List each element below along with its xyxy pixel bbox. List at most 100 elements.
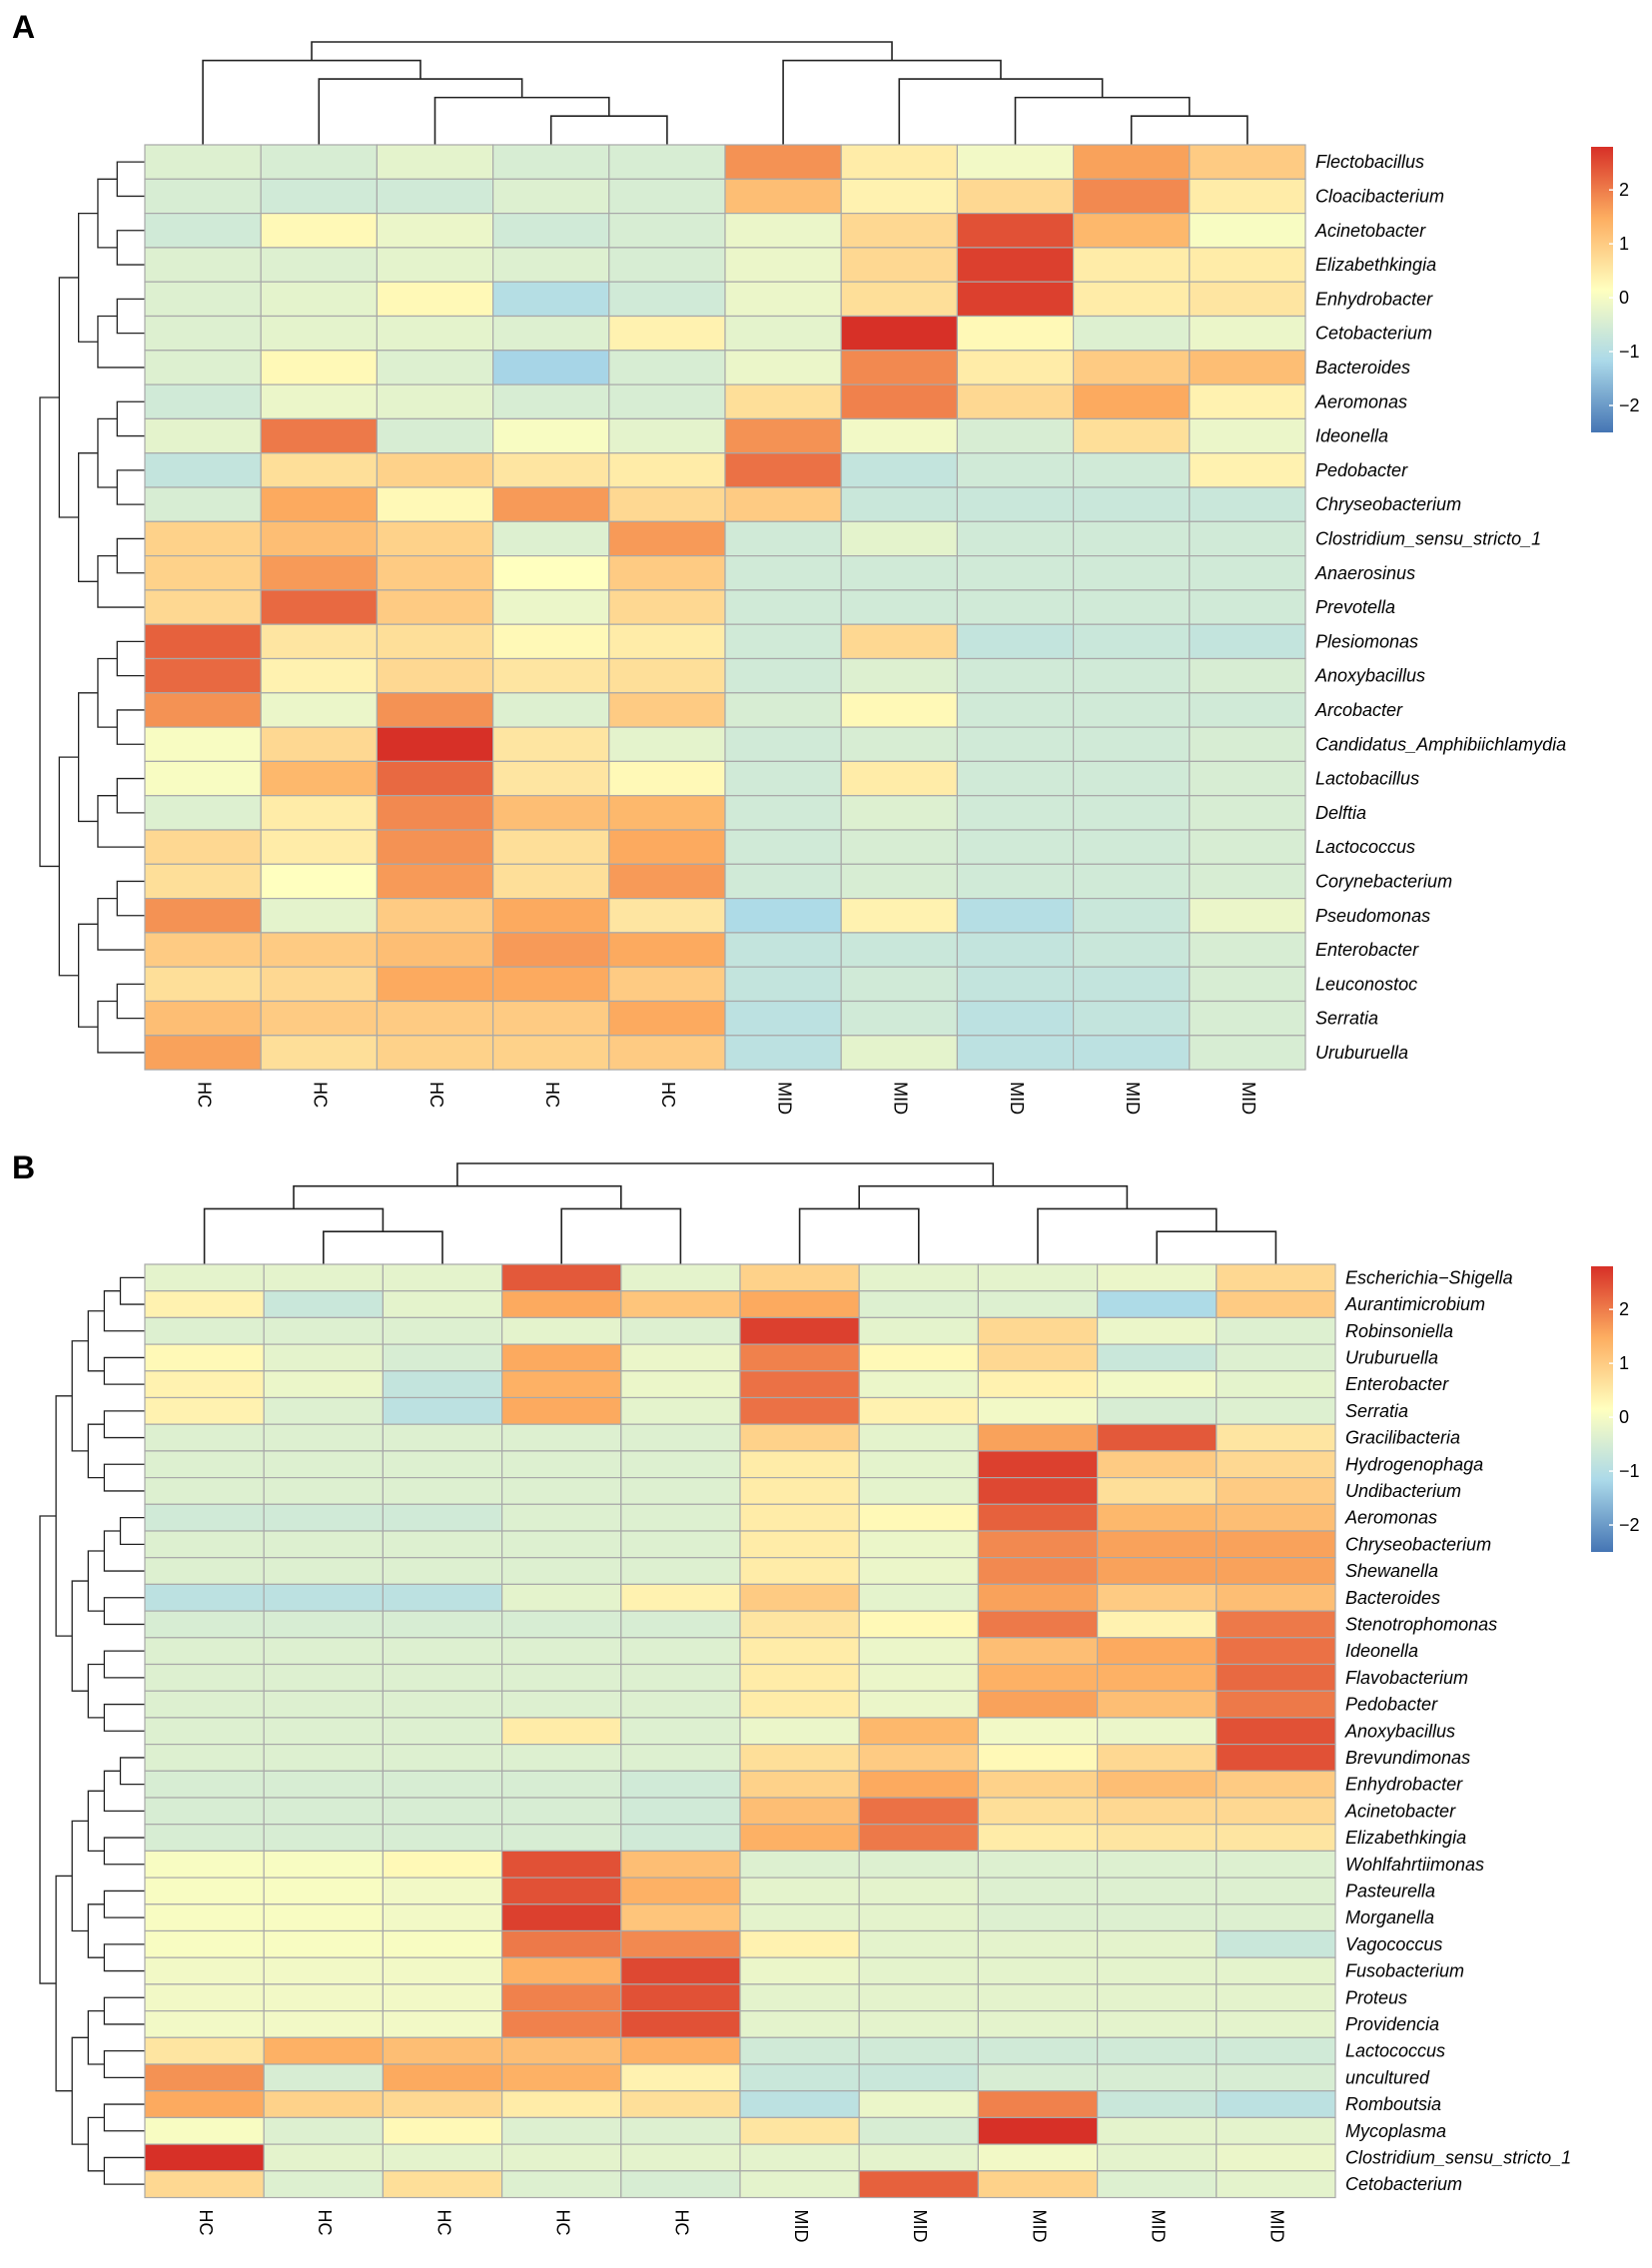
heatmap-cell bbox=[858, 2143, 980, 2172]
dendrogram-branch bbox=[549, 115, 668, 145]
heatmap-cell bbox=[840, 383, 959, 420]
heatmap-cell bbox=[739, 2170, 860, 2199]
heatmap-cell bbox=[858, 2036, 980, 2065]
column-labels: HC HC HC HC HC MID MID MID MID MID bbox=[196, 2210, 1287, 2243]
heatmap-cell bbox=[1096, 1557, 1218, 1585]
heatmap-cell bbox=[260, 897, 379, 934]
row-labels: Escherichia−Shigella Aurantimicrobium Robi… bbox=[1344, 1267, 1571, 2194]
heatmap-cell bbox=[739, 1770, 860, 1799]
heatmap-cell bbox=[144, 1290, 265, 1318]
heatmap-cell bbox=[739, 2143, 860, 2172]
dendrogram-branch bbox=[77, 692, 98, 823]
heatmap-cell bbox=[858, 1690, 980, 1719]
heatmap-cell bbox=[956, 657, 1075, 694]
heatmap-cell bbox=[608, 657, 726, 694]
heatmap-cell bbox=[840, 623, 959, 660]
heatmap-cell bbox=[144, 795, 262, 831]
heatmap-cell bbox=[956, 1000, 1075, 1037]
dendrogram-branch bbox=[103, 1410, 145, 1439]
heatmap-cell bbox=[144, 863, 262, 900]
heatmap-cell bbox=[382, 1503, 503, 1532]
heatmap-cell bbox=[956, 520, 1075, 557]
heatmap-cell bbox=[260, 213, 379, 249]
heatmap-cell bbox=[739, 1850, 860, 1879]
dendrogram-branch bbox=[116, 298, 145, 335]
heatmap-cell bbox=[263, 1983, 385, 2012]
heatmap-cell bbox=[144, 1423, 265, 1452]
heatmap-cell bbox=[608, 178, 726, 215]
heatmap-cell bbox=[1189, 657, 1306, 694]
heatmap-cell bbox=[977, 1770, 1099, 1799]
heatmap-cell bbox=[1096, 1423, 1218, 1452]
heatmap-cell bbox=[608, 213, 726, 249]
heatmap-cell bbox=[501, 2009, 622, 2038]
heatmap-cell bbox=[840, 315, 959, 352]
color-scale-legend: 2 1 0 −1 −2 bbox=[1591, 1266, 1640, 1552]
heatmap-cell bbox=[608, 417, 726, 454]
heatmap-cell bbox=[724, 213, 842, 249]
heatmap-cell bbox=[1189, 383, 1306, 420]
heatmap-cell bbox=[144, 350, 262, 385]
row-label: Robinsoniella bbox=[1345, 1321, 1453, 1341]
column-label: MID bbox=[891, 1082, 911, 1115]
dendrogram-branch bbox=[87, 1423, 105, 1479]
heatmap-cell bbox=[501, 1530, 622, 1559]
heatmap-cell bbox=[144, 726, 262, 762]
heatmap-cell bbox=[840, 657, 959, 694]
row-labels: Flectobacillus Cloacibacterium Acinetobact… bbox=[1314, 152, 1566, 1063]
heatmap-cell bbox=[1216, 1824, 1336, 1852]
heatmap-cell bbox=[840, 452, 959, 488]
row-label: Hydrogenophaga bbox=[1345, 1454, 1483, 1474]
dendrogram-branch bbox=[560, 1207, 682, 1264]
heatmap-cell bbox=[501, 1316, 622, 1345]
heatmap-cell bbox=[144, 2090, 265, 2118]
heatmap-cell bbox=[739, 1316, 860, 1345]
row-label: Corynebacterium bbox=[1315, 871, 1452, 891]
heatmap-cell bbox=[977, 2063, 1099, 2092]
heatmap-cell bbox=[382, 1770, 503, 1799]
heatmap-cell bbox=[840, 1000, 959, 1037]
heatmap-cell bbox=[492, 315, 610, 352]
heatmap-cell bbox=[144, 1797, 265, 1826]
column-label: MID bbox=[1029, 2210, 1049, 2243]
heatmap-cell bbox=[858, 1637, 980, 1666]
heatmap-cell bbox=[608, 281, 726, 318]
heatmap-cell bbox=[1216, 1263, 1336, 1292]
heatmap-cell bbox=[858, 1423, 980, 1452]
row-label: Romboutsia bbox=[1345, 2094, 1441, 2114]
heatmap-cell bbox=[501, 1956, 622, 1985]
heatmap-cell bbox=[1072, 1035, 1191, 1071]
heatmap-cell bbox=[724, 1035, 842, 1071]
heatmap-cell bbox=[1096, 1850, 1218, 1879]
heatmap-cell bbox=[376, 1000, 494, 1037]
heatmap-cell bbox=[263, 1770, 385, 1799]
heatmap-cell bbox=[1072, 452, 1191, 488]
heatmap-cell bbox=[858, 1663, 980, 1692]
heatmap-cell bbox=[858, 2116, 980, 2145]
heatmap-cell bbox=[1096, 1690, 1218, 1719]
dendrogram-branch bbox=[116, 469, 145, 505]
heatmap-cell bbox=[263, 1743, 385, 1772]
heatmap-cell bbox=[620, 2063, 741, 2092]
heatmap-cell bbox=[858, 1557, 980, 1585]
heatmap-cell bbox=[620, 1743, 741, 1772]
heatmap-cell bbox=[144, 1903, 265, 1932]
row-label: Lactococcus bbox=[1315, 837, 1415, 857]
heatmap-cell bbox=[492, 726, 610, 762]
heatmap-cell bbox=[1096, 1743, 1218, 1772]
heatmap-cell bbox=[956, 144, 1075, 180]
heatmap-cell bbox=[1072, 623, 1191, 660]
heatmap-cell bbox=[977, 1370, 1099, 1399]
heatmap-cell bbox=[1189, 726, 1306, 762]
heatmap-cell bbox=[608, 315, 726, 352]
heatmap-cell bbox=[1096, 1476, 1218, 1505]
heatmap-cell bbox=[263, 1423, 385, 1452]
heatmap-cell bbox=[263, 2090, 385, 2118]
dendrogram-branch bbox=[77, 923, 98, 1028]
heatmap-cell bbox=[956, 589, 1075, 625]
heatmap-cell bbox=[724, 726, 842, 762]
heatmap-cell bbox=[1072, 144, 1191, 180]
dendrogram-branch bbox=[203, 1207, 385, 1264]
heatmap-cell bbox=[382, 1263, 503, 1292]
dendrogram-branch bbox=[97, 1000, 145, 1054]
